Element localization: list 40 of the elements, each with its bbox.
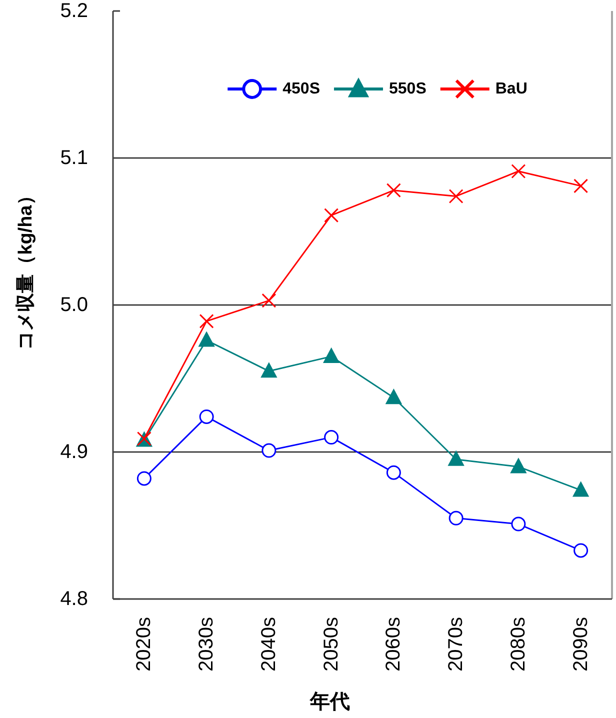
point (136, 471, 152, 486)
y-axis-title: コメ収量（kg/ha） (14, 186, 36, 350)
y-tick-label: 5.0 (60, 294, 88, 316)
point (324, 208, 339, 223)
point (260, 362, 277, 378)
point (262, 443, 276, 458)
x-axis-title: 年代 (309, 691, 350, 713)
point (448, 188, 464, 204)
x-tick-label: 2060s (382, 617, 405, 672)
point (511, 516, 526, 532)
y-tick-label: 5.1 (60, 147, 88, 169)
point (386, 465, 401, 480)
x-tick-label: 2030s (196, 617, 218, 672)
point (199, 409, 214, 424)
point (386, 183, 401, 198)
x-tick-label: 2040s (258, 617, 280, 672)
point (448, 450, 464, 466)
point (574, 543, 588, 558)
y-tick-label: 4.8 (60, 588, 88, 610)
legend-label: BaU (495, 80, 528, 98)
point (324, 430, 339, 445)
x-tick-label: 2070s (445, 617, 468, 672)
point (574, 178, 588, 194)
x-tick-label: 2080s (507, 617, 530, 672)
point (572, 482, 589, 497)
point (448, 510, 464, 526)
y-tick-label: 5.2 (60, 0, 88, 22)
legend-label: 550S (388, 80, 427, 98)
point (386, 389, 402, 404)
x-tick-label: 2050s (320, 617, 342, 672)
point (323, 348, 340, 363)
point (199, 314, 214, 328)
y-tick-label: 4.9 (60, 441, 88, 463)
x-tick-label: 2090s (570, 617, 592, 672)
point (198, 332, 215, 347)
point (511, 164, 526, 178)
point (510, 458, 526, 474)
x-tick-label: 2020s (133, 617, 156, 672)
legend-label: 450S (282, 80, 320, 98)
point (262, 293, 276, 308)
